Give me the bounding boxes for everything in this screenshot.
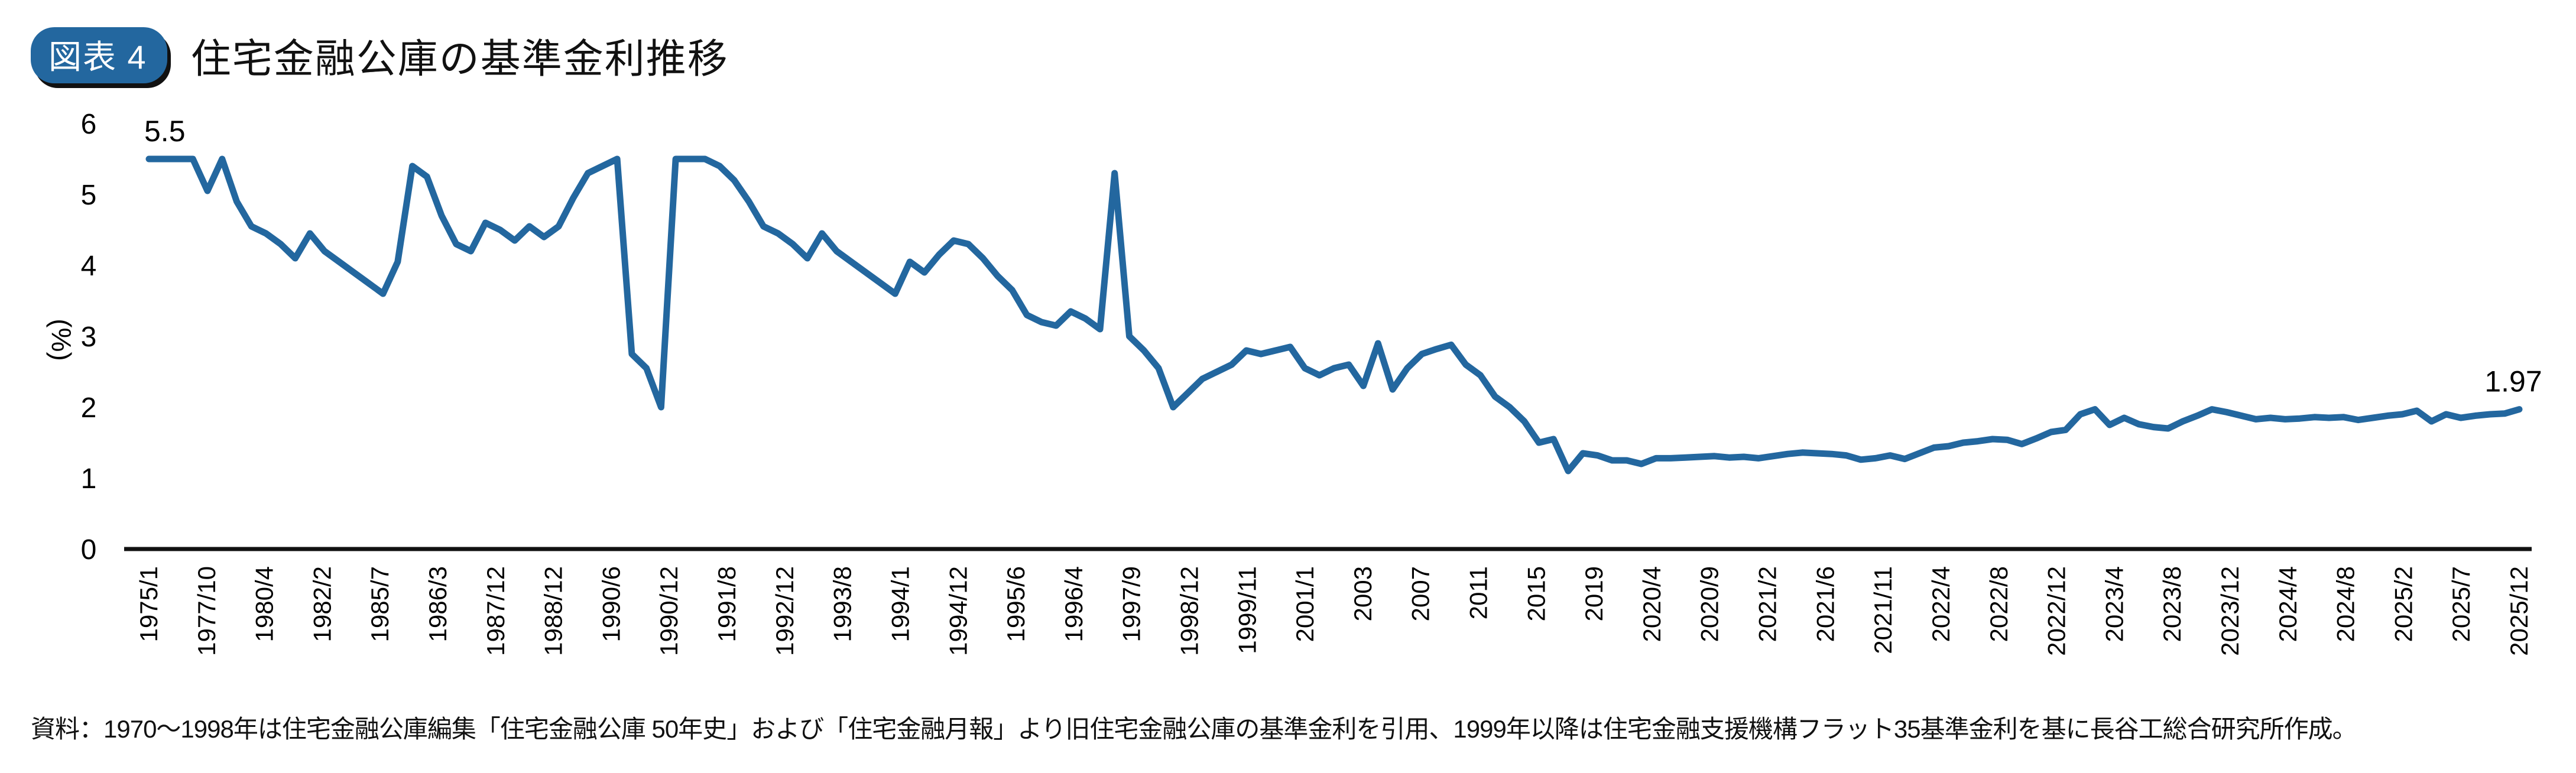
x-tick-label: 1982/2	[308, 566, 336, 642]
x-tick-label: 2019	[1580, 566, 1608, 621]
x-tick-label: 2021/6	[1811, 566, 1839, 642]
x-tick-label: 2020/4	[1638, 566, 1666, 642]
x-tick-label: 1998/12	[1175, 566, 1203, 656]
x-tick-label: 1985/7	[366, 566, 394, 642]
y-axis-ticks: 0 1 2 3 4 5 6	[81, 109, 97, 566]
y-tick-label: 6	[81, 109, 97, 140]
x-tick-label: 2022/4	[1927, 566, 1955, 642]
y-tick-label: 5	[81, 180, 97, 211]
x-tick-label: 1975/1	[135, 566, 163, 642]
series-line-base-rate	[145, 155, 2523, 475]
x-tick-label: 2020/9	[1696, 566, 1724, 642]
x-tick-label: 1992/12	[771, 566, 799, 656]
x-tick-label: 1995/6	[1002, 566, 1030, 642]
y-tick-label: 0	[81, 534, 97, 566]
x-tick-label: 2011	[1465, 566, 1493, 619]
x-tick-label: 2025/12	[2505, 566, 2533, 656]
x-tick-label: 2025/2	[2389, 566, 2417, 642]
x-tick-label: 1994/1	[886, 566, 914, 642]
x-tick-label: 1996/4	[1060, 566, 1088, 642]
x-tick-label: 1988/12	[540, 566, 567, 656]
x-tick-label: 2001/1	[1291, 566, 1319, 642]
x-tick-label: 2021/2	[1754, 566, 1782, 642]
x-tick-label: 2022/8	[1985, 566, 2013, 642]
x-tick-label: 1999/11	[1233, 566, 1261, 654]
figure-number-badge: 図表 4	[31, 27, 167, 83]
x-tick-label: 1980/4	[251, 566, 278, 642]
x-tick-label: 2023/12	[2216, 566, 2244, 656]
x-tick-label: 2007	[1407, 566, 1435, 621]
data-label-first: 5.5	[144, 115, 186, 148]
chart-title: 住宅金融公庫の基準金利推移	[190, 37, 729, 82]
chart-header: 図表 4 住宅金融公庫の基準金利推移	[31, 26, 729, 85]
x-tick-label: 1990/6	[597, 566, 625, 642]
x-tick-label: 1997/9	[1118, 566, 1146, 642]
x-tick-label: 2024/4	[2274, 566, 2302, 642]
x-tick-label: 1993/8	[829, 566, 856, 642]
x-tick-label: 2023/4	[2100, 566, 2128, 642]
data-points	[148, 158, 2520, 472]
x-tick-label: 2023/8	[2158, 566, 2186, 642]
source-note: 資料：1970～1998年は住宅金融公庫編集「住宅金融公庫 50年史」および「住…	[31, 715, 2357, 743]
x-tick-label: 2015	[1522, 566, 1550, 621]
x-tick-label: 2024/8	[2332, 566, 2360, 642]
y-tick-label: 4	[81, 251, 97, 282]
x-tick-label: 2022/12	[2043, 566, 2071, 656]
x-tick-label: 2021/11	[1869, 566, 1897, 654]
x-tick-label: 1986/3	[424, 566, 452, 642]
y-tick-label: 3	[81, 321, 97, 353]
x-tick-label: 1987/12	[482, 566, 510, 656]
x-tick-label: 2003	[1349, 566, 1377, 621]
x-tick-label: 1994/12	[944, 566, 972, 656]
x-tick-label: 2025/7	[2447, 566, 2475, 642]
x-tick-label: 1991/8	[713, 566, 741, 642]
x-tick-label: 1977/10	[193, 566, 220, 656]
y-tick-label: 1	[81, 463, 97, 495]
y-tick-label: 2	[81, 392, 97, 424]
data-label-last: 1.97	[2484, 365, 2542, 398]
y-axis-label: (%)	[46, 319, 77, 361]
x-axis-ticks: 1975/1 1977/10 1980/4 1982/2 1985/7 1986/3 198…	[135, 566, 2533, 656]
x-tick-label: 1990/12	[655, 566, 683, 656]
